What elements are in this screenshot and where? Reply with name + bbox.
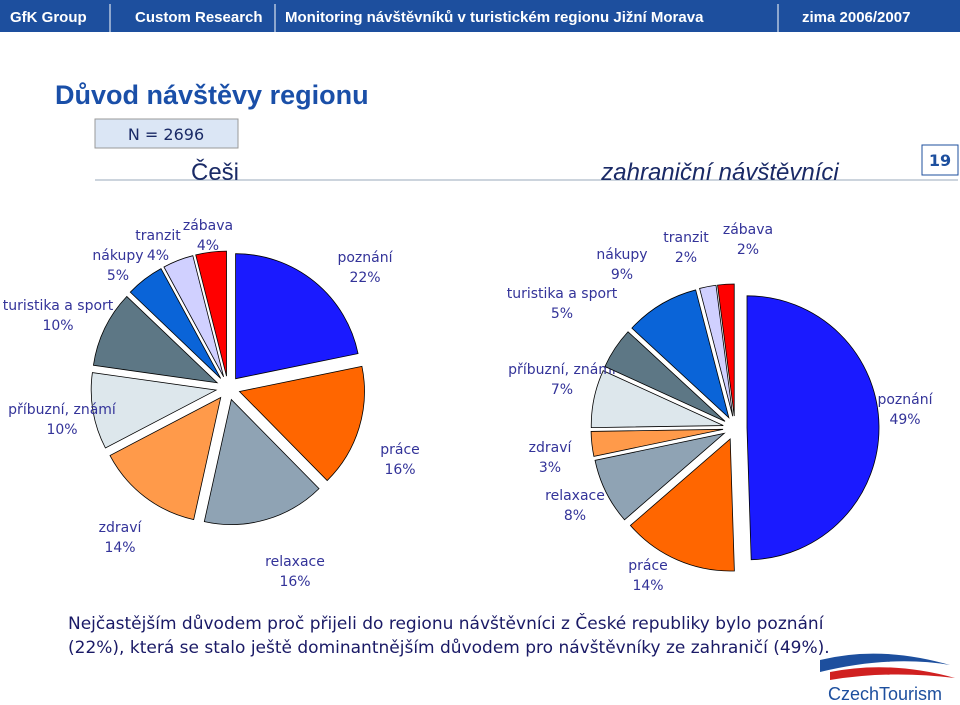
pie-slice (163, 255, 225, 378)
pie-slice (629, 438, 735, 572)
header-bar (0, 0, 960, 32)
pie-slice (717, 283, 735, 417)
pie-slice (604, 331, 726, 422)
value-label: 2% (675, 250, 697, 266)
slice-label: relaxace (545, 488, 605, 504)
slice-label: tranzit (135, 228, 181, 244)
value-label: 5% (551, 306, 573, 322)
chart-title: Češi (191, 158, 239, 186)
slice-label: tranzit (663, 230, 709, 246)
slice-label: nákupy (92, 248, 143, 264)
logo-mark (820, 653, 955, 680)
pie-slice (90, 372, 218, 449)
value-label: 22% (349, 270, 380, 286)
sample-box (94, 118, 239, 149)
value-label: 5% (107, 268, 129, 284)
header-period: zima 2006/2007 (802, 9, 910, 26)
slice-label: práce (628, 558, 668, 574)
slice-label: zábava (723, 222, 773, 238)
slice-label: zdraví (529, 440, 573, 456)
page-number: 19 (929, 151, 951, 170)
page-box (921, 144, 959, 176)
slice-label: příbuzní, známí (508, 362, 617, 378)
value-label: 2% (737, 242, 759, 258)
logo: CzechTourism (828, 684, 942, 704)
slice-label: práce (380, 442, 420, 458)
pie-slice (746, 295, 880, 561)
pie-slice (631, 289, 730, 419)
value-label: 14% (104, 540, 135, 556)
value-label: 4% (197, 238, 219, 254)
value-label: 10% (42, 318, 73, 334)
pie-slice (238, 365, 365, 482)
slice-label: příbuzní, známí (8, 402, 117, 418)
value-label: 14% (632, 578, 663, 594)
header-company: GfK Group (10, 9, 87, 26)
value-label: 7% (551, 382, 573, 398)
slice-label: nákupy (596, 247, 647, 263)
note: Nejčastějším důvodem proč přijeli do reg… (68, 614, 830, 658)
slice-label: zábava (183, 218, 233, 234)
pie-slice (129, 268, 222, 379)
header-division: Custom Research (135, 9, 263, 26)
pie-slice (235, 253, 359, 380)
header-project: Monitoring návštěvníků v turistickém reg… (285, 9, 704, 26)
pie-slice (594, 432, 726, 521)
value-label: 3% (539, 460, 561, 476)
chart-title: zahraniční návštěvníci (600, 159, 839, 186)
pie-slice (92, 295, 219, 384)
slice-label: relaxace (265, 554, 325, 570)
slice-label: poznání (337, 250, 393, 266)
pie-slice (109, 396, 222, 521)
sample: N = 2696 (128, 125, 204, 144)
title: Důvod návštěvy regionu (55, 80, 369, 110)
slice-label: turistika a sport (3, 298, 114, 314)
slice-label: turistika a sport (507, 286, 618, 302)
value-label: 8% (564, 508, 586, 524)
value-label: 16% (279, 574, 310, 590)
pie-slice (195, 250, 227, 377)
value-label: 4% (147, 248, 169, 264)
value-label: 9% (611, 267, 633, 283)
value-label: 49% (889, 412, 920, 428)
slice-label: poznání (877, 392, 933, 408)
slice-label: zdraví (99, 520, 143, 536)
pie-slice (699, 284, 734, 417)
pie-slice (590, 370, 724, 429)
value-label: 16% (384, 462, 415, 478)
pie-slice (590, 428, 724, 457)
pie-slice (203, 398, 320, 525)
value-label: 10% (46, 422, 77, 438)
